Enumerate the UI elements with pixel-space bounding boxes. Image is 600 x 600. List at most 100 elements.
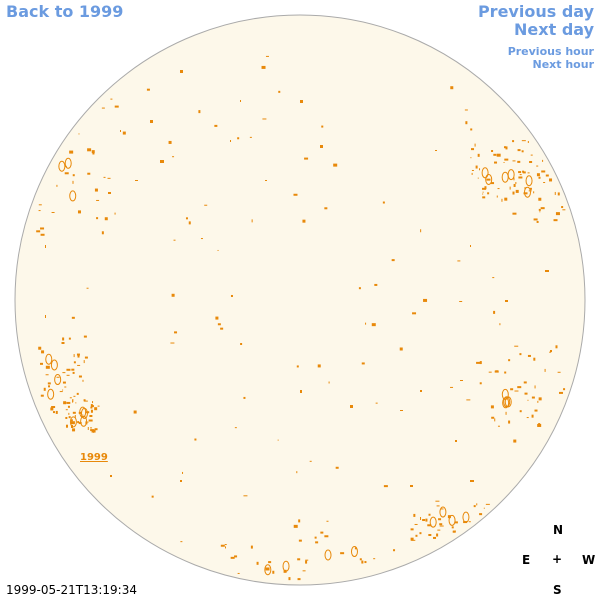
sunspot-mark: [224, 544, 227, 546]
sunspot-mark: [72, 174, 75, 177]
sunspot-mark: [277, 439, 279, 441]
sunspot-mark: [70, 421, 75, 425]
observation-timestamp: 1999-05-21T13:19:34: [6, 583, 137, 597]
sunspot-mark: [517, 149, 521, 152]
sunspot-mark: [350, 405, 353, 408]
sunspot-mark: [361, 560, 364, 564]
sunspot-mark: [107, 177, 111, 179]
sunspot-mark: [63, 401, 67, 405]
sunspot-contour: [448, 514, 456, 526]
sunspot-mark: [561, 206, 564, 209]
sunspot-mark: [460, 380, 463, 381]
sunspot-mark: [518, 176, 523, 179]
next-day-link[interactable]: Next day: [514, 20, 594, 39]
sunspot-mark: [160, 160, 164, 163]
sunspot-mark: [321, 125, 324, 128]
sunspot-mark: [78, 422, 82, 425]
sunspot-mark: [487, 192, 490, 195]
sunspot-mark: [67, 405, 70, 408]
sunspot-mark: [425, 518, 428, 522]
sunspot-mark: [450, 386, 454, 388]
sunspot-contour: [439, 506, 447, 518]
sunspot-mark: [174, 331, 178, 334]
sunspot-mark: [533, 357, 536, 361]
sunspot-mark: [549, 178, 553, 182]
solar-disk: [14, 14, 586, 586]
sunspot-mark: [243, 396, 246, 399]
sunspot-mark: [78, 411, 82, 414]
sunspot-mark: [230, 294, 233, 297]
sunspot-mark: [373, 558, 376, 560]
sunspot-mark: [454, 521, 458, 524]
sunspot-mark: [492, 277, 495, 279]
next-hour-link[interactable]: Next hour: [532, 58, 595, 71]
sunspot-mark: [87, 172, 91, 175]
sunspot-mark: [509, 186, 511, 190]
sunspot-contour: [502, 397, 510, 409]
sunspot-mark: [374, 283, 378, 286]
sunspot-mark: [359, 558, 362, 561]
sunspot-mark: [69, 397, 72, 399]
sunspot-mark: [470, 128, 473, 131]
sunspot-mark: [519, 410, 522, 413]
sunspot-mark: [249, 136, 252, 138]
sunspot-mark: [541, 170, 546, 173]
sunspot-mark: [188, 221, 191, 225]
sunspot-mark: [288, 577, 291, 581]
previous-hour-link[interactable]: Previous hour: [507, 45, 594, 58]
sunspot-mark: [66, 401, 71, 404]
sunspot-mark: [84, 356, 88, 359]
sunspot-marks: [36, 55, 566, 581]
sunspot-mark: [83, 360, 85, 364]
sunspot-mark: [278, 90, 281, 93]
sunspot-mark: [88, 419, 93, 422]
sunspot-mark: [65, 416, 68, 419]
sunspot-contour: [50, 359, 58, 371]
sunspot-mark: [526, 417, 529, 419]
previous-day-link[interactable]: Previous day: [477, 2, 594, 21]
sunspot-contour: [264, 564, 272, 576]
sunspot-mark: [439, 523, 443, 526]
sunspot-contour: [462, 511, 470, 523]
sunspot-mark: [365, 322, 367, 325]
sunspot-mark: [529, 161, 533, 164]
sunspot-contour: [54, 374, 62, 386]
sunspot-mark: [87, 421, 89, 423]
sunspot-mark: [64, 165, 67, 167]
sunspot-mark: [214, 124, 218, 127]
sunspot-mark: [75, 402, 77, 404]
sunspot-mark: [293, 193, 298, 196]
sunspot-mark: [491, 416, 495, 419]
sunspot-mark: [545, 270, 549, 272]
sunspot-mark: [495, 370, 499, 373]
sunspot-mark: [536, 165, 539, 167]
sunspot-mark: [250, 545, 253, 549]
sunspot-mark: [436, 533, 439, 537]
sunspot-mark: [110, 475, 112, 477]
sunspot-contour: [47, 388, 55, 400]
sunspot-mark: [122, 131, 126, 135]
sunspot-mark: [87, 148, 92, 152]
sunspot-mark: [251, 219, 253, 223]
sunspot-mark: [40, 233, 45, 236]
sunspot-mark: [71, 316, 75, 319]
sunspot-mark: [519, 353, 522, 356]
sunspot-mark: [468, 521, 471, 523]
year-link[interactable]: 1999: [80, 452, 108, 463]
sunspot-mark: [76, 353, 80, 356]
back-to-year-link[interactable]: Back to 1999: [6, 2, 124, 21]
sunspot-mark: [471, 169, 474, 171]
compass-west: W: [582, 553, 596, 567]
sunspot-mark: [173, 239, 176, 241]
compass-south: S: [553, 583, 562, 597]
sunspot-mark: [340, 552, 345, 555]
sunspot-mark: [77, 421, 80, 424]
sunspot-mark: [542, 159, 544, 162]
sunspot-mark: [383, 485, 388, 488]
sunspot-mark: [496, 153, 501, 157]
sunspot-mark: [412, 312, 417, 315]
sunspot-mark: [66, 368, 71, 371]
sunspot-mark: [182, 471, 184, 474]
sunspot-mark: [538, 197, 542, 201]
sunspot-mark: [94, 428, 98, 431]
